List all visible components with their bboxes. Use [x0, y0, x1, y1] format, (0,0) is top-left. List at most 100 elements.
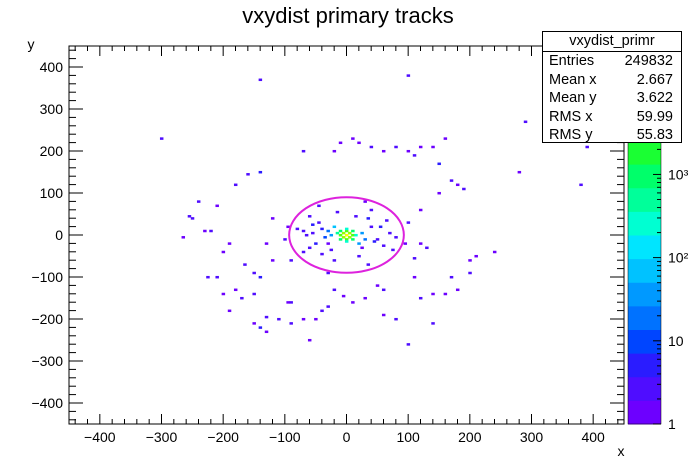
- heatmap-cell: [394, 236, 398, 239]
- heatmap-cell: [332, 288, 337, 292]
- stats-row: RMS y 55.83: [543, 126, 681, 145]
- y-tick-label: −300: [31, 353, 63, 369]
- heatmap-cell: [369, 145, 374, 149]
- heatmap-cell: [314, 242, 318, 245]
- x-tick-label: 0: [343, 429, 351, 445]
- heatmap-cell: [301, 317, 306, 321]
- heatmap-cell: [437, 191, 441, 195]
- heatmap-cell: [394, 145, 398, 149]
- x-tick-label: 300: [520, 429, 544, 445]
- heatmap-cell: [425, 246, 429, 250]
- heatmap-cell: [258, 275, 263, 279]
- x-tick-label: 400: [581, 429, 605, 445]
- palette-swatch: [628, 305, 661, 330]
- stats-row: Mean x 2.667: [543, 71, 681, 90]
- heatmap-cell: [363, 200, 367, 203]
- heatmap-cell: [227, 242, 232, 245]
- heatmap-cell: [357, 254, 361, 258]
- heatmap-cell: [326, 242, 330, 245]
- heatmap-cell: [270, 259, 275, 262]
- heatmap-cell: [264, 330, 269, 334]
- heatmap-cell: [286, 225, 290, 229]
- heatmap-cell: [468, 271, 472, 275]
- heatmap-cell: [412, 257, 417, 260]
- palette-tick-label: 10: [668, 333, 684, 349]
- stats-label: RMS y: [549, 127, 593, 143]
- heatmap-cell: [375, 284, 380, 287]
- heatmap-cell: [258, 170, 263, 174]
- heatmap-cell: [344, 229, 349, 233]
- heatmap-cell: [301, 149, 306, 153]
- heatmap-cell: [264, 242, 269, 245]
- heatmap-cell: [252, 292, 256, 296]
- heatmap-cell: [246, 173, 250, 176]
- palette-swatch: [628, 376, 661, 401]
- palette-swatch: [628, 329, 661, 354]
- heatmap-cell: [381, 149, 386, 153]
- heatmap-cell: [314, 317, 318, 321]
- heatmap-cell: [344, 233, 349, 237]
- heatmap-cell: [385, 219, 389, 222]
- palette-swatch: [628, 258, 661, 283]
- heatmap-cell: [264, 315, 269, 319]
- heatmap-cell: [585, 145, 589, 149]
- heatmap-cell: [338, 229, 343, 233]
- heatmap-cell: [492, 250, 497, 254]
- stats-label: Mean x: [549, 71, 597, 88]
- x-tick-label: −200: [207, 429, 239, 445]
- heatmap-cell: [258, 78, 263, 82]
- heatmap-cell: [289, 322, 293, 325]
- heatmap-cell: [443, 292, 448, 296]
- x-tick-label: −100: [269, 429, 301, 445]
- heatmap-cell: [221, 250, 226, 254]
- y-tick-label: 300: [40, 101, 64, 117]
- heatmap-cell: [357, 141, 361, 145]
- heatmap-cells: [159, 74, 589, 346]
- stats-label: Entries: [549, 53, 595, 69]
- heatmap-cell: [307, 338, 312, 342]
- heatmap-cell: [289, 301, 293, 304]
- heatmap-cell: [449, 179, 454, 182]
- heatmap-cell: [252, 322, 256, 325]
- palette-swatch: [628, 353, 661, 378]
- heatmap-cell: [301, 250, 306, 254]
- heatmap-cell: [406, 221, 411, 224]
- heatmap-cell: [351, 301, 355, 304]
- heatmap-cell: [406, 343, 411, 346]
- heatmap-cell: [360, 231, 364, 235]
- heatmap-cell: [412, 275, 417, 279]
- x-axis-label: x: [618, 443, 625, 459]
- palette-swatch: [628, 140, 661, 165]
- x-tick-label: −400: [84, 429, 116, 445]
- heatmap-cell: [159, 137, 164, 140]
- heatmap-cell: [240, 296, 244, 300]
- heatmap-cell: [406, 149, 411, 153]
- heatmap-cell: [403, 242, 408, 245]
- heatmap-cell: [311, 223, 315, 226]
- heatmap-cell: [332, 225, 337, 229]
- heatmap-cell: [326, 229, 330, 233]
- heatmap-cell: [215, 204, 219, 208]
- heatmap-cell: [357, 242, 361, 245]
- heatmap-cell: [406, 74, 411, 77]
- heatmap-cell: [372, 240, 377, 243]
- heatmap-cell: [449, 275, 454, 279]
- heatmap-cell: [206, 275, 210, 279]
- heatmap-cell: [332, 259, 337, 262]
- heatmap-cell: [418, 208, 423, 212]
- heatmap-cell: [366, 217, 371, 220]
- heatmap-cell: [338, 233, 343, 237]
- heatmap-cell: [221, 292, 226, 296]
- heatmap-cell: [369, 225, 374, 229]
- heatmap-cell: [437, 162, 441, 166]
- heatmap-cell: [354, 233, 358, 237]
- heatmap-cell: [326, 305, 330, 308]
- heatmap-cell: [431, 292, 435, 296]
- heatmap-cell: [209, 229, 213, 233]
- palette-tick-label: 10³: [668, 166, 689, 182]
- heatmap-cell: [301, 229, 306, 233]
- palette-swatch: [628, 164, 661, 189]
- heatmap-cell: [329, 248, 334, 252]
- heatmap-cell: [277, 317, 281, 321]
- y-tick-label: 200: [40, 143, 64, 159]
